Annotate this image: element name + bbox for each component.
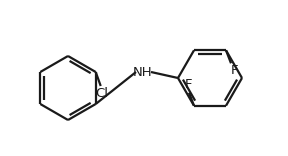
Text: NH: NH (133, 66, 153, 78)
Text: F: F (185, 78, 193, 91)
Text: F: F (230, 64, 238, 77)
Text: Cl: Cl (95, 88, 108, 100)
